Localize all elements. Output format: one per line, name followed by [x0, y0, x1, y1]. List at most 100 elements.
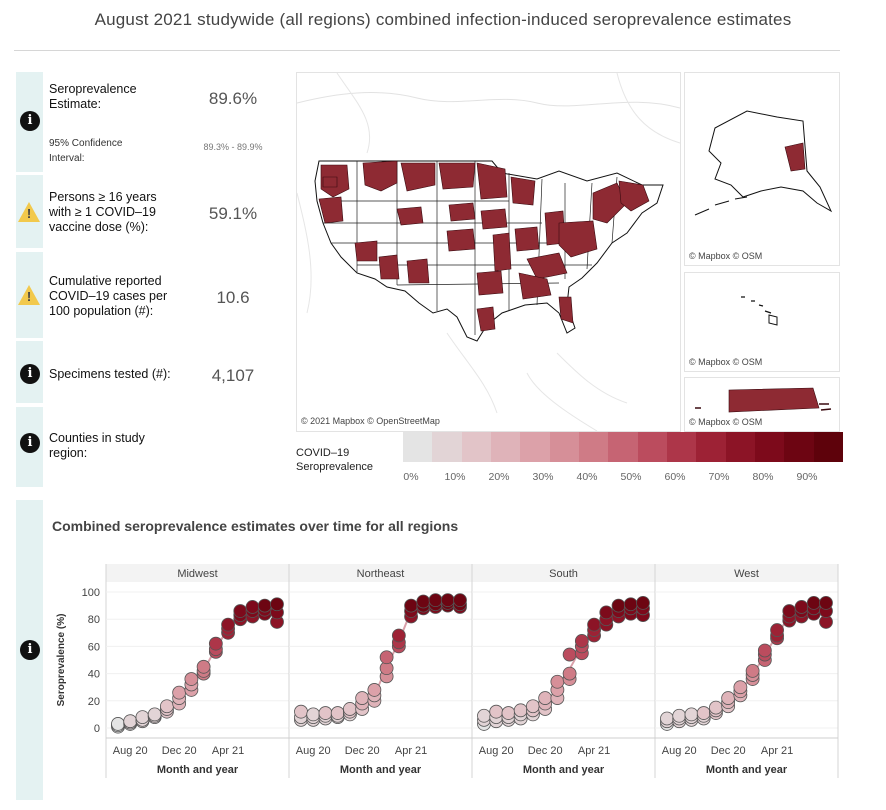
x-axis-label: Month and year — [706, 764, 788, 776]
x-axis-label: Month and year — [157, 764, 239, 776]
info-icon[interactable]: i — [20, 433, 40, 453]
legend-swatch — [637, 432, 667, 462]
legend-tick: 30% — [532, 471, 554, 483]
trend-line — [666, 607, 827, 723]
data-point — [233, 604, 248, 618]
panel-header — [655, 564, 838, 582]
info-icon[interactable]: i — [20, 364, 40, 384]
data-point — [562, 647, 577, 662]
data-point — [526, 699, 540, 714]
y-tick-label: 80 — [88, 614, 100, 626]
x-tick-label: Aug 20 — [662, 745, 697, 757]
legend-swatch — [520, 432, 550, 462]
seroprevalence-value: 89.6% — [208, 89, 258, 108]
x-tick-label: Aug 20 — [296, 745, 331, 757]
data-point — [794, 600, 809, 614]
legend-tick: 70% — [708, 471, 730, 483]
x-tick-label: Apr 21 — [212, 745, 244, 757]
seroprevalence-label: Seroprevalence Estimate: — [49, 82, 137, 111]
legend-swatch — [490, 432, 521, 462]
data-point — [343, 702, 357, 716]
data-point — [770, 623, 784, 637]
x-tick-label: Apr 21 — [578, 745, 610, 757]
seroprevalence-chart: Seroprevalence (%) 0 20 40 60 80 100 Midwest Aug… — [56, 564, 839, 778]
chart-title: Combined seroprevalence estimates over t… — [52, 518, 459, 534]
data-point — [245, 600, 260, 614]
data-point — [550, 674, 565, 689]
data-point — [318, 706, 333, 720]
y-tick-label: 60 — [88, 641, 100, 653]
legend-tick-labels: 0% 10% 20% 30% 40% 50% 60% 70% 80% 90% — [396, 471, 836, 485]
legend-swatch — [725, 432, 755, 462]
trend-line — [483, 607, 643, 721]
warning-icon[interactable]: ! — [18, 202, 40, 222]
data-point — [709, 700, 723, 715]
map-credit: © 2021 Mapbox © OpenStreetMap — [301, 416, 440, 426]
confidence-interval-label: 95% Confidence Interval: — [49, 138, 123, 164]
us-map[interactable]: © 2021 Mapbox © OpenStreetMap — [296, 72, 681, 432]
data-point — [623, 597, 638, 612]
data-point — [782, 604, 797, 618]
info-icon[interactable]: i — [20, 640, 40, 660]
legend-swatch — [608, 432, 638, 462]
data-point — [513, 703, 528, 718]
data-point — [501, 706, 516, 720]
x-axis-label: Month and year — [340, 764, 422, 776]
x-axis-label: Month and year — [523, 764, 605, 776]
data-point — [672, 708, 687, 723]
data-point — [160, 699, 174, 714]
x-tick-label: Aug 20 — [113, 745, 148, 757]
data-point — [745, 663, 760, 678]
us-map-graphic — [297, 73, 680, 431]
x-tick-label: Dec 20 — [711, 745, 746, 757]
data-point — [391, 628, 406, 643]
legend-swatch — [784, 432, 814, 462]
legend-swatch — [461, 432, 491, 462]
data-point — [270, 597, 284, 612]
legend-swatch — [696, 432, 726, 462]
y-tick-label: 40 — [88, 669, 100, 681]
data-point — [221, 617, 235, 632]
data-point — [208, 636, 223, 651]
vaccine-label: Persons ≥ 16 years with ≥ 1 COVID–19 vac… — [49, 190, 157, 234]
panel-header — [472, 564, 655, 582]
data-point — [721, 691, 736, 705]
specimens-label: Specimens tested (#): — [49, 367, 171, 381]
data-point — [819, 595, 833, 610]
data-point — [684, 707, 699, 722]
hawaii-map[interactable]: © Mapbox © OSM — [684, 272, 840, 372]
data-point — [453, 593, 467, 608]
legend-tick: 50% — [620, 471, 642, 483]
data-point — [147, 707, 162, 722]
study-regions — [318, 160, 650, 332]
alaska-map[interactable]: © Mapbox © OSM — [684, 72, 840, 266]
x-tick-label: Aug 20 — [479, 745, 514, 757]
data-point — [306, 707, 321, 722]
puerto-rico-map-credit: © Mapbox © OSM — [689, 417, 763, 427]
info-icon[interactable]: i — [20, 111, 40, 131]
data-point — [538, 691, 553, 705]
page-title: August 2021 studywide (all regions) comb… — [94, 10, 792, 29]
warning-icon[interactable]: ! — [18, 285, 40, 305]
confidence-interval-value: 89.3% - 89.9% — [203, 142, 263, 152]
data-point — [574, 634, 589, 648]
data-point — [111, 717, 125, 731]
panel-header — [289, 564, 472, 582]
legend-swatch — [432, 432, 462, 462]
data-point — [660, 711, 674, 726]
x-tick-label: Dec 20 — [345, 745, 380, 757]
data-point — [294, 704, 308, 719]
vaccine-value: 59.1% — [208, 204, 258, 223]
legend-swatch — [403, 432, 433, 462]
y-tick-label: 0 — [94, 723, 100, 735]
legend-swatch — [549, 432, 579, 462]
legend-swatch — [666, 432, 697, 462]
data-point — [757, 643, 772, 658]
panel-title: West — [734, 568, 759, 580]
data-point — [477, 708, 491, 723]
data-point — [184, 672, 199, 686]
legend-swatch — [754, 432, 785, 462]
y-tick-label: 20 — [88, 696, 100, 708]
legend-title: COVID–19 Seroprevalence — [296, 447, 374, 473]
puerto-rico-map[interactable]: © Mapbox © OSM — [684, 377, 840, 432]
